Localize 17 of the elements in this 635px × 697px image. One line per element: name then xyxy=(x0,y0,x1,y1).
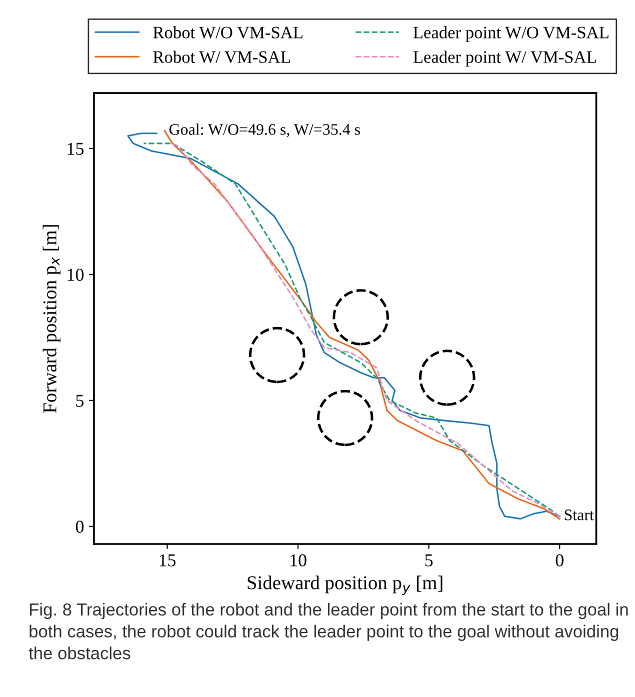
y-axis-title: Forward position p$_{x}$ [m] xyxy=(42,225,60,413)
legend-label: Robot W/ VM-SAL xyxy=(153,50,290,64)
x-tick-label: 0 xyxy=(556,554,564,566)
y-tick-label: 5 xyxy=(76,394,84,407)
y-tick-label: 10 xyxy=(68,268,84,281)
y-tick-label: 0 xyxy=(76,520,84,533)
y-tick-label: 15 xyxy=(68,142,84,155)
caption: Fig. 8 Trajectories of the robot and the leader point from the start to the goal in both cases, the robot could track the leader point to the goal without avoiding the obstacles xyxy=(28,602,628,660)
x-tick-label: 15 xyxy=(160,554,176,566)
x-axis-title: Sideward position p$_{y}$ [m] xyxy=(248,576,442,596)
legend-label: Leader point W/ VM-SAL xyxy=(413,50,596,66)
legend-label: Robot W/O VM-SAL xyxy=(153,26,302,38)
x-tick-label: 10 xyxy=(290,554,306,566)
annotation: Start xyxy=(564,510,594,520)
legend-label: Leader point W/O VM-SAL xyxy=(413,26,608,42)
x-tick-label: 5 xyxy=(425,554,433,566)
annotation: Goal: W/O=49.6 s, W/=35.4 s xyxy=(169,124,360,138)
